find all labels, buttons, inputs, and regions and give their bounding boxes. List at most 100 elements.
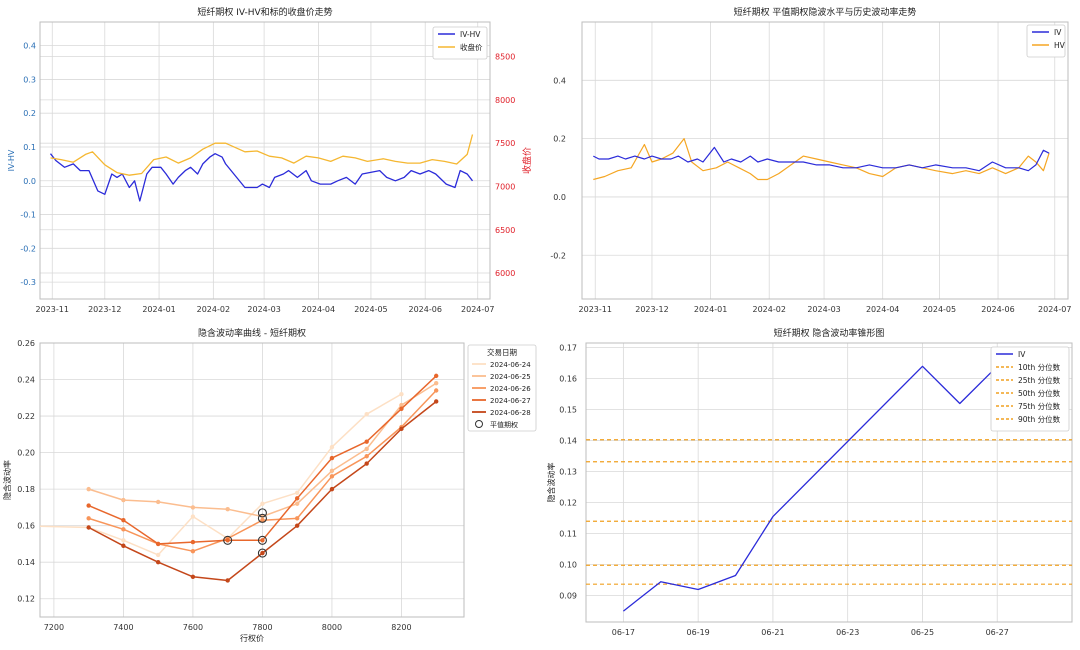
smile-point: [399, 391, 404, 397]
smile-point: [294, 490, 300, 495]
smile-point: [364, 454, 369, 459]
x-tick-label: 2023-12: [635, 305, 668, 314]
smile-point: [294, 516, 300, 521]
legend-box: [432, 26, 488, 60]
smile-point: [433, 380, 439, 386]
plot-frame: [585, 342, 1073, 623]
x-tick-label: 2024-06: [408, 305, 441, 314]
chart-iv-smile-svg: 7200 7400 7600 7800 8000 8200 0.12 0.14 0.16 0.18…: [2, 327, 537, 643]
y-tick-label: 0.17: [559, 344, 577, 353]
y-tick-label: 0.4: [23, 42, 36, 51]
y-tick-label: 0.10: [559, 561, 577, 570]
chart-title: 短纤期权 隐含波动率锥形图: [774, 327, 885, 339]
smile-point: [399, 426, 404, 432]
y-tick-label: 0.1: [23, 143, 36, 152]
legend-label: 90th 分位数: [1018, 414, 1061, 424]
x-tick-label: 06-19: [687, 628, 710, 637]
plot-frame: [581, 21, 1069, 300]
chart-atm-iv-hv-svg: 2023-11 2023-12 2024-01 2024-02 2024-03 2024-…: [550, 6, 1071, 314]
smile-point: [86, 486, 91, 492]
smile-point: [399, 402, 404, 408]
y2-tick-label: 8500: [495, 53, 515, 62]
chart-iv-cone-svg: 06-17 06-19 06-21 06-23 06-25 06-27 0.09 0.10 0.…: [546, 327, 1073, 637]
legend-label: 2024-06-24: [490, 361, 531, 369]
x-tick-label: 2024-04: [866, 305, 899, 314]
legend-label: 10th 分位数: [1018, 362, 1061, 372]
smile-point: [260, 538, 265, 543]
legend-label: 收盘价: [460, 42, 483, 52]
legend-label: 75th 分位数: [1018, 401, 1061, 411]
legend-atm-marker: [475, 420, 483, 428]
y2-axis-label: 收盘价: [521, 147, 533, 174]
y-tick-label: 0.13: [559, 468, 577, 477]
legend-label: HV: [1054, 41, 1066, 50]
x-tick-label: 2024-06: [981, 305, 1014, 314]
y-tick-label: 0.26: [17, 339, 35, 348]
legend-label: 2024-06-26: [490, 385, 531, 393]
smile-point: [329, 468, 335, 474]
x-tick-label: 2024-07: [1038, 305, 1071, 314]
smile-point: [155, 499, 161, 505]
smile-point: [364, 412, 369, 417]
legend-box: [1026, 24, 1066, 58]
smile-point: [294, 501, 300, 506]
smile-point: [121, 538, 126, 543]
legend-title: 交易日期: [487, 347, 517, 357]
smile-line: [40, 393, 402, 556]
y2-tick-label: 6500: [495, 226, 515, 235]
y-tick-label: 0.0: [23, 177, 36, 186]
y-tick-label: 0.18: [17, 485, 35, 494]
x-tick-label: 2024-01: [142, 305, 175, 314]
smile-point: [364, 461, 369, 466]
x-tick-label: 2023-12: [88, 305, 121, 314]
smile-point: [433, 399, 439, 404]
smile-point: [260, 501, 265, 506]
x-tick-label: 06-23: [836, 628, 859, 637]
smile-point: [294, 496, 300, 501]
x-tick-label: 7400: [113, 623, 133, 632]
smile-point: [121, 543, 126, 548]
y-axis-label: IV-HV: [7, 149, 16, 171]
y-tick-label: -0.3: [20, 278, 36, 287]
x-tick-label: 2024-02: [197, 305, 230, 314]
y-tick-label: 0.3: [23, 75, 36, 84]
smile-point: [329, 474, 335, 479]
y-tick-label: 0.14: [17, 558, 35, 567]
smile-series-group: [40, 373, 439, 583]
chart-atm-iv-hv: 2023-11 2023-12 2024-01 2024-02 2024-03 2024-…: [540, 0, 1080, 323]
iv-line: [593, 146, 1050, 172]
plot-frame: [39, 21, 491, 300]
x-tick-label: 2024-01: [694, 305, 727, 314]
smile-point: [121, 517, 126, 523]
smile-point: [225, 507, 230, 512]
smile-point: [433, 388, 439, 393]
x-tick-label: 7600: [183, 623, 203, 632]
chart-title: 短纤期权 IV-HV和标的收盘价走势: [197, 6, 332, 18]
legend-label: 2024-06-25: [490, 373, 531, 381]
smile-point: [86, 503, 91, 508]
x-tick-label: 2024-02: [752, 305, 785, 314]
y-tick-label: -0.1: [20, 211, 36, 220]
chart-iv-cone: 06-17 06-19 06-21 06-23 06-25 06-27 0.09 0.10 0.…: [540, 323, 1080, 646]
y2-tick-label: 6000: [495, 269, 515, 278]
plot-frame: [39, 342, 465, 618]
y-tick-label: 0.12: [17, 595, 35, 604]
smile-point: [329, 444, 335, 450]
hv-line: [593, 138, 1050, 181]
y2-tick-label: 7500: [495, 139, 515, 148]
legend-label: 平值期权: [490, 420, 518, 429]
smile-point: [121, 527, 126, 532]
close-price-line: [50, 134, 474, 176]
y-tick-label: 0.20: [17, 449, 35, 458]
chart-title: 短纤期权 平值期权隐波水平与历史波动率走势: [734, 6, 917, 18]
x-tick-label: 06-25: [911, 628, 934, 637]
chart-iv-hv-close-svg: 2023-11 2023-12 2024-01 2024-02 2024-03 2024-…: [7, 6, 533, 314]
iv-line: [622, 365, 1036, 612]
chart-iv-smile: 7200 7400 7600 7800 8000 8200 0.12 0.14 0.16 0.18…: [0, 323, 540, 646]
y-tick-label: 0.22: [17, 412, 35, 421]
x-tick-label: 2024-05: [354, 305, 387, 314]
y-tick-label: -0.2: [20, 244, 36, 253]
legend-label: 25th 分位数: [1018, 375, 1061, 385]
smile-point: [433, 373, 439, 379]
y-tick-label: 0.15: [559, 406, 577, 415]
